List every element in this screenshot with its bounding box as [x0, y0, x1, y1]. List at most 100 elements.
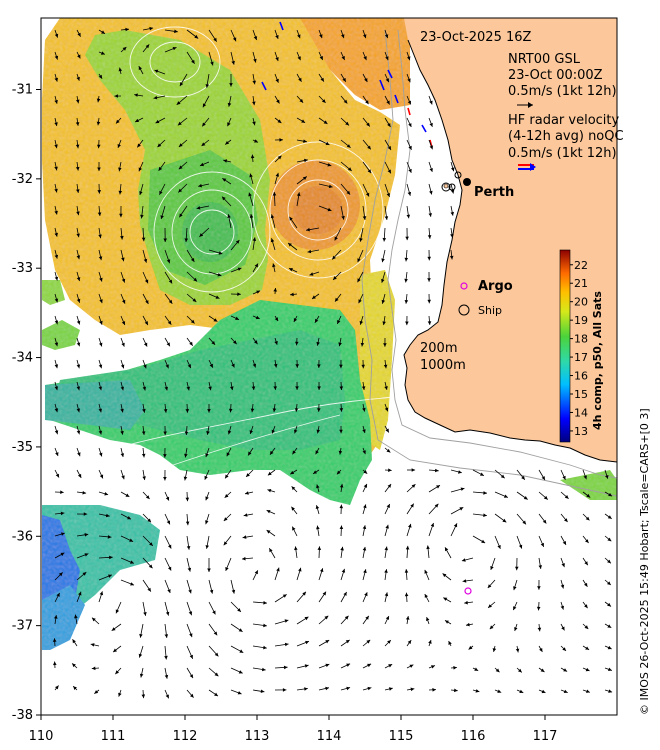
- velocity-arrow-head: [315, 505, 320, 509]
- velocity-arrow-head: [154, 69, 159, 73]
- y-tick-label: -36: [12, 529, 33, 544]
- velocity-arrow-head: [466, 622, 470, 627]
- velocity-arrow-head: [125, 493, 130, 497]
- velocity-arrow-head: [76, 342, 81, 347]
- velocity-arrow-head: [54, 254, 59, 259]
- velocity-arrow-head: [184, 453, 188, 458]
- velocity-arrow-head: [222, 196, 226, 201]
- velocity-arrow-head: [366, 639, 371, 644]
- velocity-arrow-head: [607, 559, 611, 564]
- velocity-arrow-head: [316, 484, 320, 489]
- velocity-arrow-head: [227, 102, 232, 107]
- velocity-arrow-head: [315, 450, 319, 455]
- velocity-arrow-head: [179, 82, 184, 87]
- velocity-arrow-head: [142, 408, 146, 413]
- velocity-arrow-head: [474, 667, 479, 671]
- velocity-arrow-head: [608, 689, 613, 693]
- velocity-arrow-head: [284, 642, 289, 647]
- velocity-arrow-head: [424, 594, 428, 598]
- velocity-arrow-head: [148, 564, 153, 569]
- isobath-1000m: [361, 29, 617, 497]
- perth-marker: [441, 171, 471, 192]
- velocity-arrow-head: [77, 32, 81, 37]
- velocity-arrow-head: [386, 448, 391, 453]
- velocity-arrow-head: [120, 408, 124, 413]
- model-velocity-arrows: [52, 26, 613, 699]
- velocity-arrow-head: [77, 473, 82, 478]
- velocity-arrow-head: [190, 693, 194, 698]
- velocity-arrow-head: [108, 574, 112, 578]
- velocity-arrow-head: [174, 29, 178, 34]
- colorbar-tick-label: 15: [574, 388, 588, 401]
- velocity-arrow-head: [334, 236, 338, 241]
- velocity-arrow-head: [187, 567, 192, 572]
- colorbar-tick-label: 20: [574, 296, 588, 309]
- velocity-arrow-head: [205, 84, 210, 88]
- velocity-arrow-head: [363, 569, 367, 574]
- velocity-arrow-head: [206, 431, 210, 435]
- velocity-arrow-head: [140, 214, 144, 219]
- velocity-arrow-head: [54, 615, 58, 619]
- velocity-arrow-head: [317, 546, 322, 550]
- velocity-arrow-head: [194, 34, 199, 39]
- velocity-arrow-head: [291, 486, 296, 491]
- velocity-arrow-head: [231, 60, 235, 65]
- velocity-arrow-head: [54, 276, 59, 281]
- velocity-arrow-head: [540, 542, 544, 547]
- velocity-arrow-head: [607, 645, 612, 650]
- velocity-arrow-head: [340, 546, 344, 551]
- velocity-arrow-head: [184, 238, 189, 242]
- velocity-arrow-head: [541, 476, 545, 480]
- velocity-arrow-head: [363, 56, 367, 61]
- velocity-arrow-head: [237, 292, 241, 296]
- velocity-arrow-head: [76, 408, 80, 413]
- velocity-arrow-head: [214, 672, 219, 677]
- velocity-arrow-head: [250, 408, 255, 413]
- velocity-arrow-head: [213, 631, 218, 636]
- velocity-arrow-head: [317, 364, 321, 368]
- velocity-arrow-head: [237, 608, 241, 612]
- velocity-arrow-head: [364, 78, 368, 82]
- velocity-arrow-head: [111, 627, 116, 631]
- velocity-arrow-head: [178, 143, 183, 147]
- velocity-arrow-head: [429, 145, 433, 150]
- velocity-arrow-head: [249, 173, 253, 178]
- velocity-arrow-head: [245, 491, 249, 495]
- velocity-arrow-head: [323, 120, 328, 124]
- velocity-arrow-head: [294, 408, 299, 412]
- velocity-arrow-head: [490, 566, 494, 570]
- velocity-arrow-head: [168, 544, 172, 549]
- velocity-arrow-head: [165, 496, 170, 501]
- colorbar: 22 21 20 19 18 17 16 15 14 13 4h comp, p50, All S…: [559, 249, 604, 443]
- velocity-arrow-head: [288, 243, 292, 247]
- velocity-arrow-head: [127, 516, 131, 520]
- velocity-arrow-head: [586, 493, 591, 498]
- velocity-arrow-head: [358, 299, 362, 304]
- velocity-arrow-head: [295, 364, 299, 368]
- velocity-arrow-head: [367, 686, 372, 691]
- y-axis: -31 -32 -33 -34 -35 -36 -37 -38: [12, 82, 41, 723]
- velocity-arrow-head: [605, 475, 609, 479]
- velocity-arrow-head: [316, 429, 320, 434]
- velocity-arrow-head: [451, 167, 455, 172]
- velocity-arrow-head: [337, 320, 341, 324]
- colorbar-tick-label: 14: [574, 406, 588, 419]
- velocity-arrow-head: [270, 214, 275, 219]
- velocity-arrow-head: [101, 30, 105, 34]
- y-tick-label: -31: [12, 82, 33, 97]
- velocity-arrow-head: [144, 279, 149, 284]
- velocity-arrow-head: [429, 190, 433, 195]
- velocity-arrow-head: [339, 429, 343, 434]
- velocity-arrow-head: [60, 511, 65, 516]
- velocity-arrow-head: [301, 119, 306, 123]
- velocity-arrow-head: [82, 572, 87, 576]
- velocity-arrow-head: [298, 77, 302, 82]
- velocity-arrow-head: [513, 606, 517, 611]
- velocity-arrow-head: [97, 190, 101, 194]
- velocity-arrow-head: [253, 58, 257, 63]
- velocity-arrow-head: [450, 211, 454, 216]
- velocity-arrow-head: [75, 144, 80, 149]
- velocity-arrow-head: [384, 386, 388, 390]
- velocity-arrow-head: [166, 520, 170, 525]
- x-tick-label: 115: [389, 729, 414, 744]
